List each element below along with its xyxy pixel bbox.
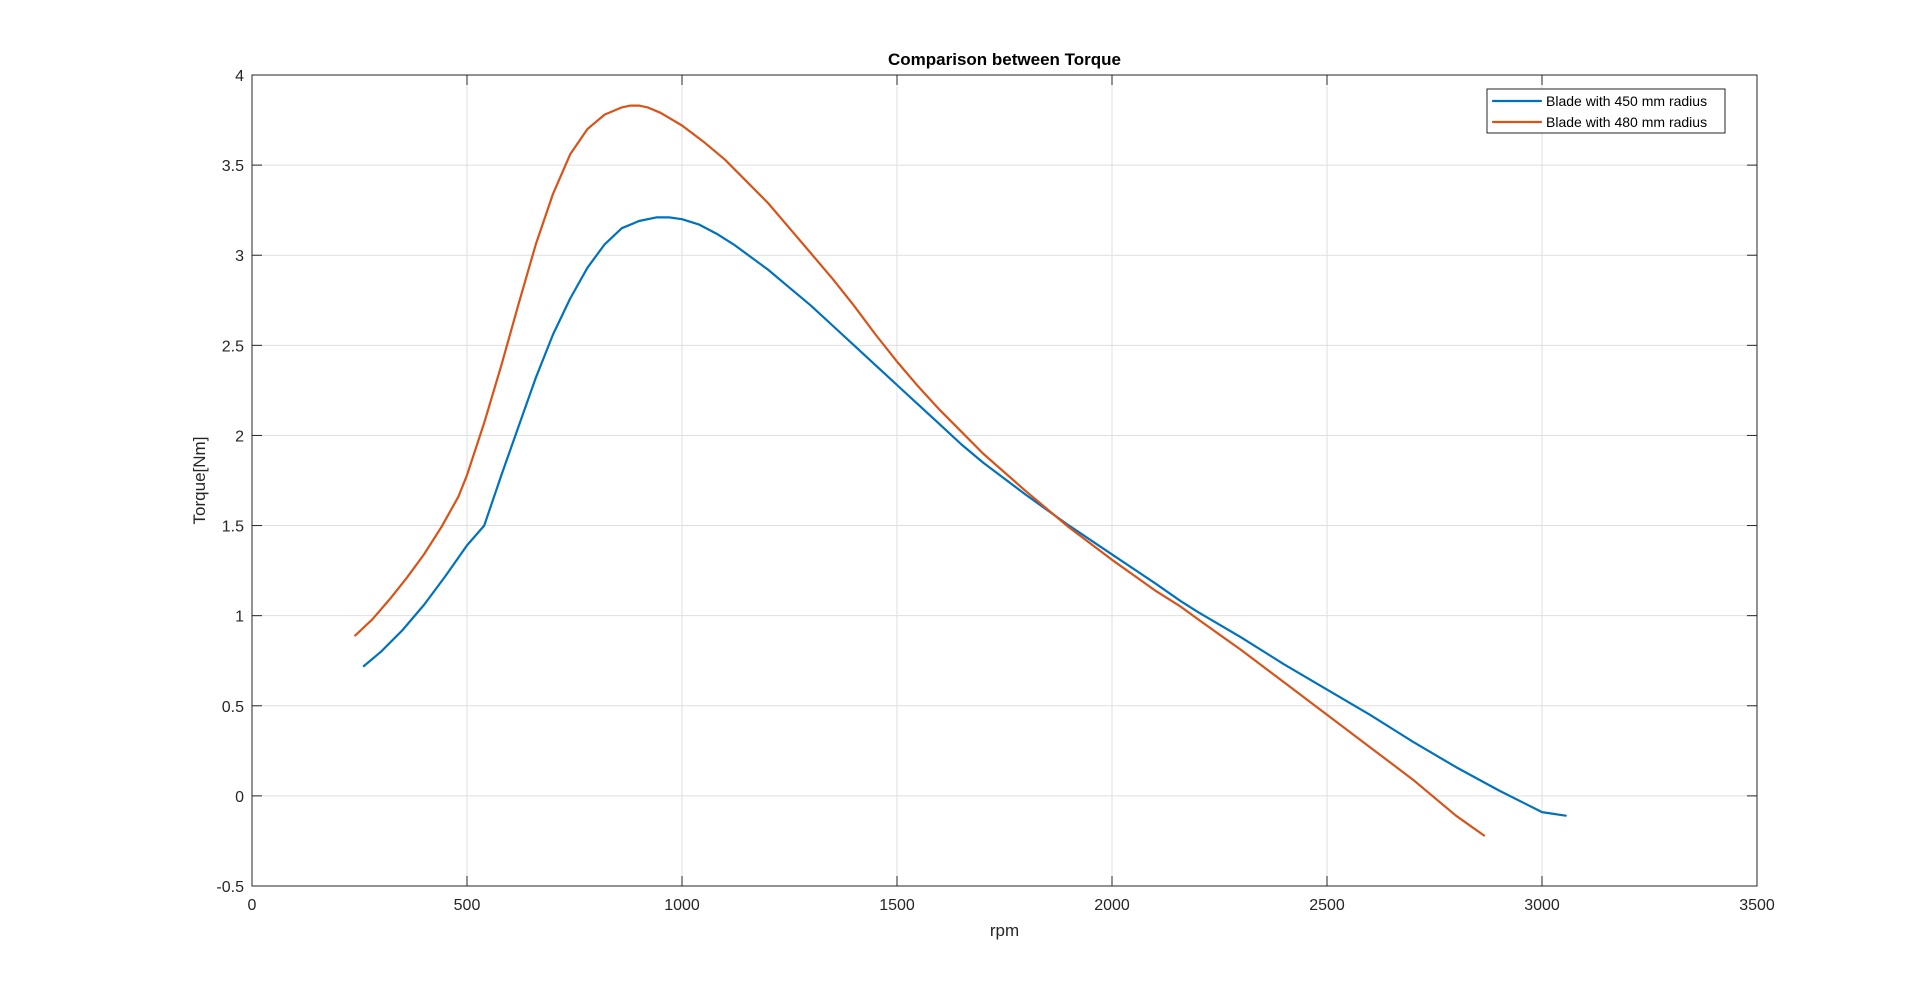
axis-layer: 0 500 1000 1500 2000 2500 3000 3500-0.500.511.5… <box>216 68 1774 914</box>
grid-layer <box>251 74 1758 887</box>
x-axis-label: rpm <box>990 921 1019 940</box>
y-tick-label: 4 <box>235 68 244 85</box>
y-tick-label: 2 <box>235 428 244 445</box>
series-layer <box>354 104 1567 837</box>
y-tick-label: 2.5 <box>222 338 244 355</box>
y-tick-label: 3.5 <box>222 158 244 175</box>
chart-title: Comparison between Torque <box>888 50 1121 69</box>
axes-box <box>251 74 1758 887</box>
x-tick-label: 3500 <box>1739 897 1775 914</box>
y-tick-label: 0 <box>235 789 244 806</box>
x-tick-label: 500 <box>454 897 481 914</box>
x-tick-label: 1000 <box>664 897 700 914</box>
legend: Blade with 450 mm radius Blade with 480 … <box>1486 88 1726 134</box>
x-tick-label: 3000 <box>1524 897 1560 914</box>
y-tick-label: -0.5 <box>216 879 244 896</box>
y-tick-label: 1 <box>235 609 244 626</box>
series-line-480mm <box>354 104 1486 837</box>
x-tick-label: 2500 <box>1309 897 1345 914</box>
legend-box <box>1486 88 1726 134</box>
series-line-450mm <box>362 216 1567 817</box>
legend-entry-480mm: Blade with 480 mm radius <box>1546 114 1707 130</box>
y-axis-label: Torque[Nm] <box>190 437 209 525</box>
x-tick-label: 1500 <box>879 897 915 914</box>
y-tick-label: 0.5 <box>222 699 244 716</box>
x-tick-label: 0 <box>248 897 257 914</box>
y-tick-label: 1.5 <box>222 519 244 536</box>
legend-entry-450mm: Blade with 450 mm radius <box>1546 93 1707 109</box>
y-tick-label: 3 <box>235 248 244 265</box>
x-tick-label: 2000 <box>1094 897 1130 914</box>
plot-area <box>252 75 1757 886</box>
